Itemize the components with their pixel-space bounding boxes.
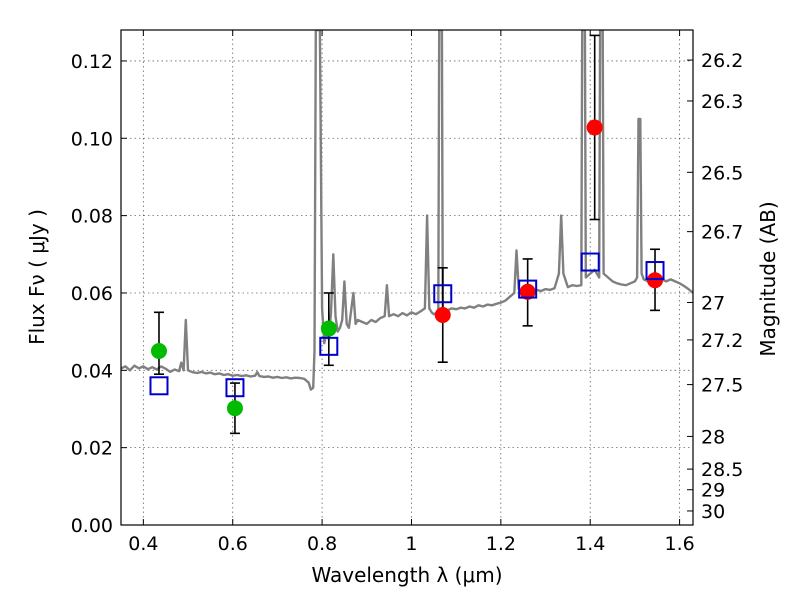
magnitude-tick-label: 28 bbox=[701, 426, 725, 448]
model-square bbox=[319, 336, 339, 356]
magnitude-tick-label: 29 bbox=[701, 480, 725, 502]
magnitude-tick-label: 26.3 bbox=[701, 91, 743, 113]
y-tick-label: 0.08 bbox=[71, 206, 113, 228]
x-tick-label: 1 bbox=[405, 533, 417, 555]
model-squares bbox=[149, 252, 665, 398]
x-tick-label: 1.6 bbox=[664, 533, 694, 555]
x-axis-title: Wavelength λ (μm) bbox=[311, 563, 502, 587]
x-axis: 0.4 0.6 0.8 1 1.2 1.4 1.6 bbox=[128, 30, 695, 555]
x-tick-label: 0.4 bbox=[128, 533, 158, 555]
x-tick-label: 0.8 bbox=[307, 533, 337, 555]
y-axis-title: Flux Fν ( μJy ) bbox=[25, 209, 49, 345]
magnitude-tick-label: 27.2 bbox=[701, 330, 743, 352]
red-point bbox=[434, 307, 451, 324]
y-tick-label: 0.02 bbox=[71, 438, 113, 460]
magnitude-tick-label: 27 bbox=[701, 292, 725, 314]
magnitude-tick-label: 27.5 bbox=[701, 375, 743, 397]
model-square bbox=[518, 279, 538, 299]
data-points bbox=[150, 119, 664, 417]
magnitude-tick-label: 28.5 bbox=[701, 459, 743, 481]
x-tick-label: 1.2 bbox=[486, 533, 516, 555]
red-point bbox=[647, 272, 664, 289]
green-point bbox=[320, 320, 337, 337]
x-tick-label: 1.4 bbox=[575, 533, 605, 555]
plot-frame bbox=[120, 29, 694, 526]
model-square bbox=[433, 284, 453, 304]
magnitude-tick-label: 26.7 bbox=[701, 222, 743, 244]
model-square bbox=[580, 252, 600, 272]
y-tick-label: 0.06 bbox=[71, 283, 113, 305]
green-point bbox=[226, 400, 243, 417]
model-square bbox=[149, 376, 169, 396]
magnitude-tick-label: 26.2 bbox=[701, 50, 743, 72]
magnitude-axis-title: Magnitude (AB) bbox=[756, 201, 780, 356]
y-tick-label: 0.12 bbox=[71, 51, 113, 73]
magnitude-tick-label: 30 bbox=[701, 501, 725, 523]
model-square bbox=[225, 378, 245, 398]
y-axis: 0.00 0.02 0.04 0.06 0.08 0.10 0.12 bbox=[71, 51, 127, 537]
model-square bbox=[645, 261, 665, 281]
spectrum-line bbox=[121, 30, 693, 391]
grid-lines bbox=[121, 30, 693, 526]
y-tick-label: 0.04 bbox=[71, 360, 113, 382]
green-point bbox=[150, 342, 167, 359]
red-point bbox=[586, 119, 603, 136]
y-tick-label: 0.00 bbox=[71, 515, 113, 537]
y-tick-label: 0.10 bbox=[71, 128, 113, 150]
x-tick-label: 0.6 bbox=[218, 533, 248, 555]
magnitude-tick-label: 26.5 bbox=[701, 162, 743, 184]
